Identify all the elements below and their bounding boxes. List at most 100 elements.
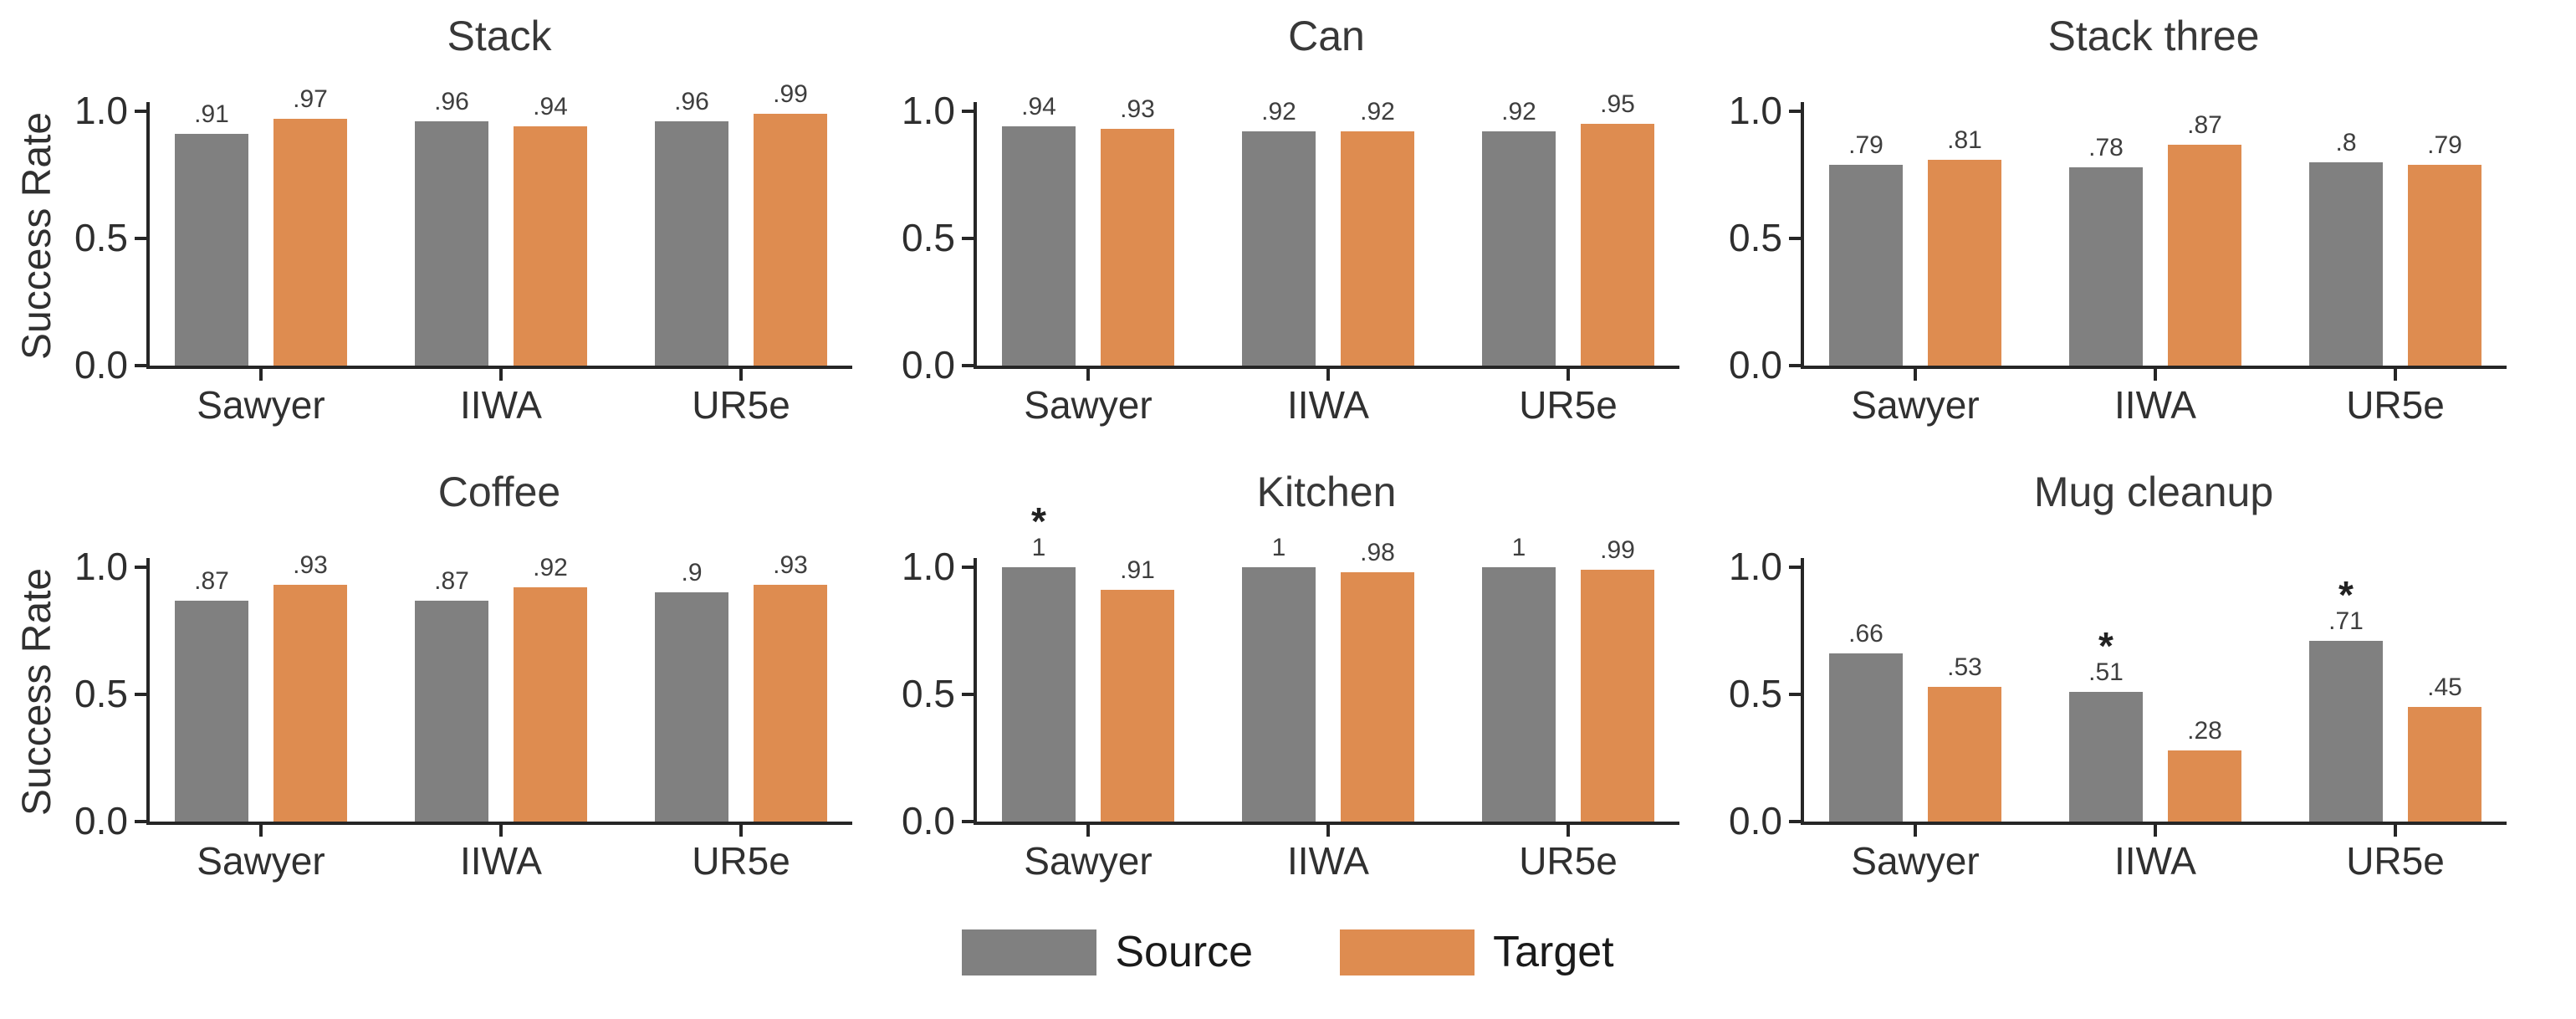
bar-group-sawyer: * 1 .91 <box>1002 502 1174 837</box>
y-tick-mark <box>962 693 974 696</box>
significance-star: * <box>2098 624 2113 668</box>
x-tick-mark <box>1086 369 1090 381</box>
chart-row-bottom: Success Rate Coffee 1.0 0.5 0.0.87.93.87.92.… <box>15 468 2576 883</box>
bar-slot-source-sawyer: * 1 <box>1002 502 1076 822</box>
bar-value-label: .92 <box>1360 98 1395 125</box>
x-tick-mark <box>2394 825 2397 837</box>
chart-main: Can 1.0 0.5 0.0.94.93.92.92.92.95 Sawyer IIWA… <box>886 12 1679 428</box>
x-tick-label-iiwa: IIWA <box>1287 839 1369 883</box>
bar-group-iiwa: * .51 .28 <box>2069 624 2241 837</box>
bar-slot-target-iiwa: .92 <box>1341 100 1414 366</box>
bar-value-label: .79 <box>1848 131 1883 159</box>
bar-slot-source-sawyer: .91 <box>175 102 248 366</box>
x-tick-mark <box>259 369 263 381</box>
x-axis-labels: Sawyer IIWA UR5e <box>150 838 852 883</box>
y-tick-label: 0.5 <box>902 672 955 716</box>
bar-slot-source-ur5e: .8 <box>2309 131 2383 366</box>
y-tick-mark <box>1789 820 1801 823</box>
figure: Success Rate Stack 1.0 0.5 0.0.91.97.96.94.9… <box>0 12 2576 977</box>
chart-kitchen: Kitchen 1.0 0.5 0.0 * 1.91 1.98 1.99 Sawyer IIWA U… <box>886 468 1679 883</box>
bar-group-ur5e: .92 .95 <box>1482 92 1654 381</box>
bar-value-label: .66 <box>1848 620 1883 648</box>
x-tick-mark <box>739 825 743 837</box>
x-tick-label-sawyer: Sawyer <box>197 383 325 427</box>
x-tick-label-ur5e: UR5e <box>1519 839 1618 883</box>
bar-value-label: .87 <box>194 567 229 595</box>
y-tick-label: 1.0 <box>902 545 955 589</box>
y-tick-mark <box>962 110 974 113</box>
bar-value-label: .94 <box>533 93 568 120</box>
y-tick-mark <box>962 364 974 367</box>
x-tick-label-ur5e: UR5e <box>1519 383 1618 427</box>
bar-value-label: .93 <box>293 551 328 579</box>
bar-value-label: .45 <box>2427 673 2462 701</box>
legend-label-source: Source <box>1115 928 1254 976</box>
x-tick-label-sawyer: Sawyer <box>1851 839 1980 883</box>
y-tick-label: 1.0 <box>1729 89 1782 133</box>
bar-target-sawyer <box>1101 129 1174 366</box>
bar-group-iiwa: .96 .94 <box>415 90 587 381</box>
bar-target-iiwa <box>2168 750 2241 822</box>
plot-row: 1.0 0.5 0.0.66.53 * .51.28 * .71.45 <box>1713 547 2507 840</box>
bar-value-label: .28 <box>2187 717 2222 745</box>
bar-slot-source-ur5e: * .71 <box>2309 576 2383 822</box>
y-tick-label: 1.0 <box>74 545 128 589</box>
x-tick-mark <box>1086 825 1090 837</box>
bar-slot-source-iiwa: .96 <box>415 90 488 366</box>
y-tick-mark <box>1789 566 1801 569</box>
bar-slot-target-iiwa: .87 <box>2168 113 2241 366</box>
y-tick-label: 0.5 <box>1729 216 1782 260</box>
x-tick-mark <box>1914 369 1917 381</box>
y-axis: 1.0 0.5 0.0 <box>1713 91 1801 384</box>
bar-target-sawyer <box>1928 687 2001 822</box>
bar-value-label: .92 <box>1501 98 1536 125</box>
x-tick-mark <box>1914 825 1917 837</box>
y-tick-mark <box>1789 364 1801 367</box>
bar-group-iiwa: 1.98 <box>1242 535 1414 837</box>
y-tick-label: 0.0 <box>1729 343 1782 387</box>
bar-slot-target-sawyer: .97 <box>273 87 347 366</box>
legend-swatch-target-icon <box>1340 929 1475 975</box>
bar-slot-source-iiwa: .87 <box>415 569 488 822</box>
y-axis: 1.0 0.5 0.0 <box>59 547 146 840</box>
y-tick-mark <box>962 237 974 240</box>
bar-slot-target-ur5e: .95 <box>1581 92 1654 366</box>
x-tick-label-iiwa: IIWA <box>460 839 542 883</box>
bar-target-ur5e <box>1581 124 1654 366</box>
bar-group-sawyer: .91 .97 <box>175 87 347 381</box>
bar-target-ur5e <box>2408 707 2481 822</box>
bar-slot-target-iiwa: .94 <box>514 95 587 366</box>
x-tick-mark <box>259 825 263 837</box>
legend-item-source: Source <box>962 927 1253 977</box>
bar-group-iiwa: .87 .92 <box>415 556 587 837</box>
plot-row: 1.0 0.5 0.0 .87 .93 .87 .92 .9 .93 <box>59 547 852 840</box>
bar-slot-target-iiwa: .28 <box>2168 719 2241 822</box>
bar-value-label: 1 <box>1271 534 1286 561</box>
legend-item-target: Target <box>1340 927 1614 977</box>
bar-source-iiwa <box>1242 131 1316 366</box>
y-axis-label: Success Rate <box>15 111 59 360</box>
bar-group-sawyer: .66 .53 <box>1829 622 2001 837</box>
x-tick-label-iiwa: IIWA <box>1287 383 1369 427</box>
bar-source-sawyer <box>1002 567 1076 822</box>
x-tick-label-sawyer: Sawyer <box>197 839 325 883</box>
bar-slot-source-iiwa: 1 <box>1242 535 1316 822</box>
bar-target-iiwa <box>514 587 587 822</box>
bar-value-label: .9 <box>681 559 703 586</box>
x-tick-label-sawyer: Sawyer <box>1851 383 1980 427</box>
y-tick-label: 0.0 <box>902 799 955 843</box>
x-tick-mark <box>1326 369 1330 381</box>
bar-slot-source-sawyer: .66 <box>1829 622 1903 822</box>
chart-can: Can 1.0 0.5 0.0.94.93.92.92.92.95 Sawyer IIWA… <box>886 12 1679 428</box>
legend: Source Target <box>0 927 2576 977</box>
x-tick-label-iiwa: IIWA <box>2114 383 2196 427</box>
bar-value-label: .81 <box>1947 126 1982 154</box>
y-tick-mark <box>1789 693 1801 696</box>
chart-title: Stack three <box>2047 13 2260 59</box>
bar-value-label: 1 <box>1511 534 1526 561</box>
bar-slot-target-ur5e: .99 <box>1581 538 1654 822</box>
x-tick-label-iiwa: IIWA <box>460 383 542 427</box>
bar-slot-source-iiwa: * .51 <box>2069 624 2143 822</box>
bar-slot-source-sawyer: .79 <box>1829 133 1903 366</box>
bar-source-sawyer <box>175 601 248 822</box>
